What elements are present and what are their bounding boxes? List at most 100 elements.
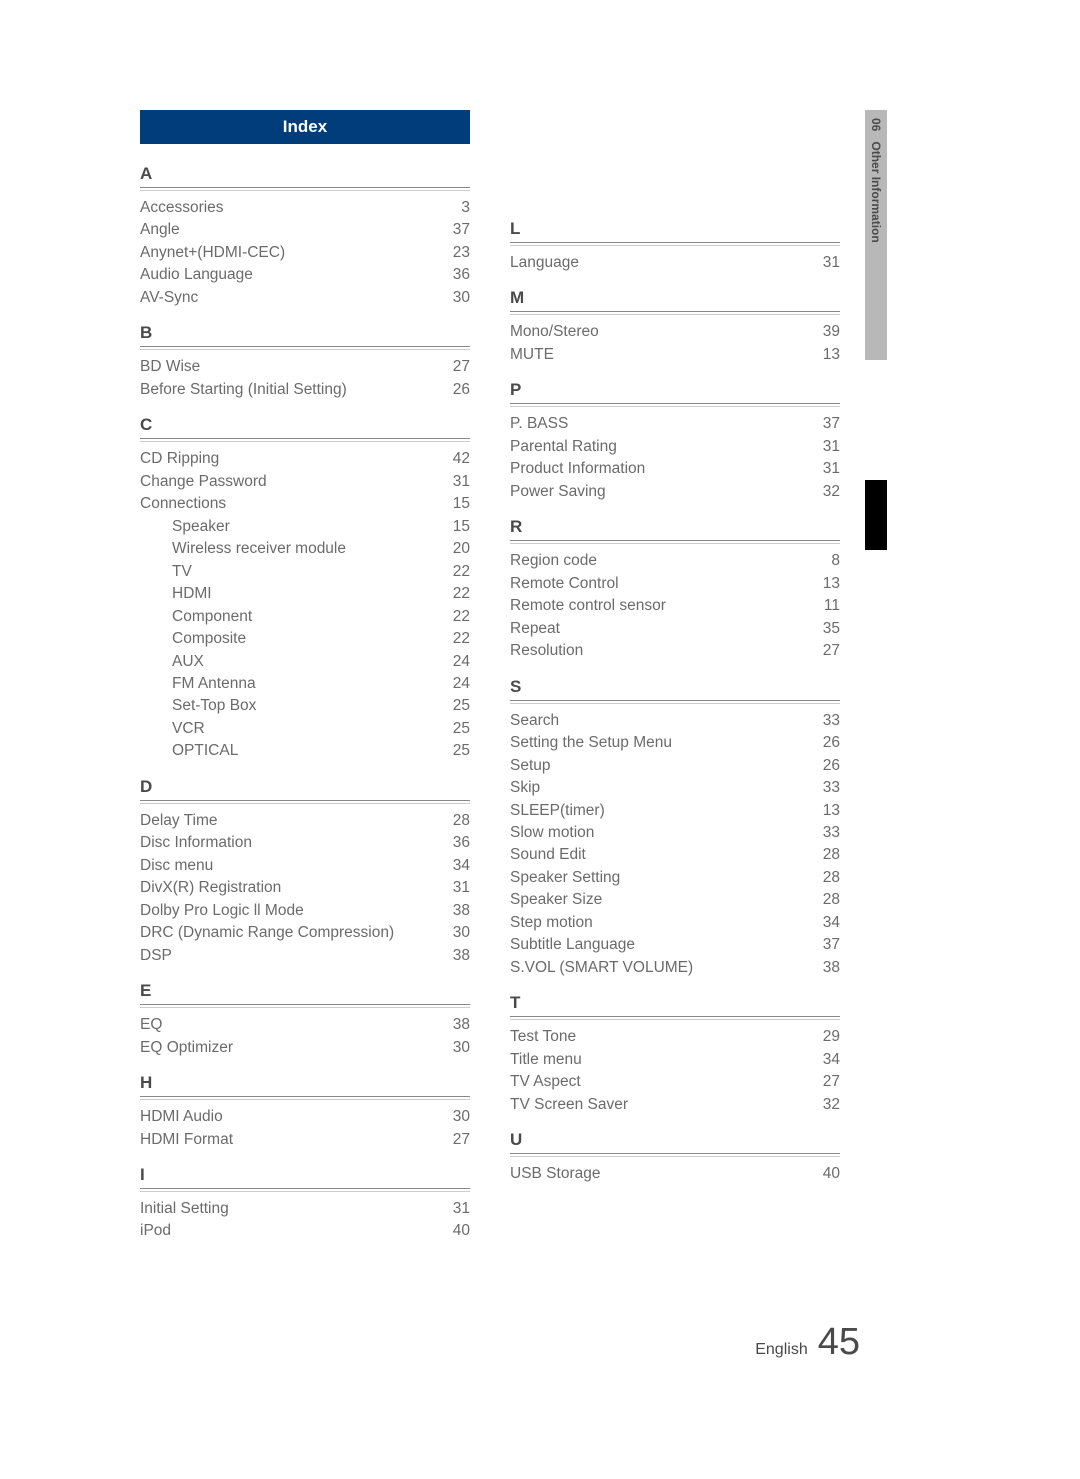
- index-entry: HDMI Format27: [140, 1129, 470, 1151]
- entry-label: Connections: [140, 493, 226, 515]
- section-entries: BD Wise27Before Starting (Initial Settin…: [140, 349, 470, 401]
- section-entries: Delay Time28Disc Information36Disc menu3…: [140, 803, 470, 967]
- entry-page: 35: [823, 618, 840, 640]
- entry-label: Skip: [510, 777, 540, 799]
- section-label: Other Information: [869, 141, 883, 242]
- index-entry: Composite22: [140, 628, 470, 650]
- entry-label: Resolution: [510, 640, 583, 662]
- entry-label: Step motion: [510, 912, 593, 934]
- section-letter: T: [510, 993, 840, 1017]
- entry-page: 31: [453, 1198, 470, 1220]
- section-letter: E: [140, 981, 470, 1005]
- entry-page: 28: [823, 844, 840, 866]
- entry-label: Speaker: [140, 516, 230, 538]
- side-tab: 06 Other Information: [865, 110, 887, 360]
- entry-page: 26: [453, 379, 470, 401]
- section-entries: Initial Setting31iPod40: [140, 1191, 470, 1243]
- section-letter: P: [510, 380, 840, 404]
- entry-label: Test Tone: [510, 1026, 576, 1048]
- entry-page: 32: [823, 481, 840, 503]
- index-entry: Repeat 35: [510, 618, 840, 640]
- entry-label: S.VOL (SMART VOLUME): [510, 957, 693, 979]
- index-entry: Dolby Pro Logic ll Mode38: [140, 900, 470, 922]
- section-number: 06: [869, 118, 883, 131]
- entry-page: 37: [453, 219, 470, 241]
- entry-label: P. BASS: [510, 413, 568, 435]
- entry-label: Audio Language: [140, 264, 253, 286]
- entry-label: Language: [510, 252, 579, 274]
- entry-label: Remote Control: [510, 573, 619, 595]
- index-entry: Setup26: [510, 755, 840, 777]
- entry-label: MUTE: [510, 344, 554, 366]
- entry-label: HDMI Format: [140, 1129, 233, 1151]
- entry-page: 15: [453, 516, 470, 538]
- index-entry: EQ38: [140, 1014, 470, 1036]
- entry-page: 34: [823, 1049, 840, 1071]
- entry-label: Delay Time: [140, 810, 218, 832]
- section-entries: Region code8Remote Control13Remote contr…: [510, 543, 840, 662]
- index-entry: Set-Top Box25: [140, 695, 470, 717]
- index-entry: Search33: [510, 710, 840, 732]
- index-entry: DSP38: [140, 945, 470, 967]
- entry-label: Mono/Stereo: [510, 321, 599, 343]
- entry-page: 34: [453, 855, 470, 877]
- entry-label: Subtitle Language: [510, 934, 635, 956]
- entry-label: Wireless receiver module: [140, 538, 346, 560]
- index-entry: VCR25: [140, 718, 470, 740]
- entry-page: 36: [453, 264, 470, 286]
- entry-page: 36: [453, 832, 470, 854]
- entry-page: 37: [823, 934, 840, 956]
- entry-page: 13: [823, 344, 840, 366]
- entry-label: TV: [140, 561, 192, 583]
- index-entry: EQ Optimizer30: [140, 1037, 470, 1059]
- entry-page: 13: [823, 800, 840, 822]
- entry-page: 22: [453, 583, 470, 605]
- index-entry: Speaker 15: [140, 516, 470, 538]
- entry-page: 25: [453, 718, 470, 740]
- entry-label: iPod: [140, 1220, 171, 1242]
- entry-label: Power Saving: [510, 481, 606, 503]
- section-letter: A: [140, 164, 470, 188]
- entry-page: 30: [453, 1106, 470, 1128]
- entry-page: 32: [823, 1094, 840, 1116]
- entry-label: Anynet+(HDMI-CEC): [140, 242, 285, 264]
- entry-label: Accessories: [140, 197, 224, 219]
- section-letter: L: [510, 219, 840, 243]
- entry-label: Repeat: [510, 618, 560, 640]
- index-entry: FM Antenna24: [140, 673, 470, 695]
- entry-page: 39: [823, 321, 840, 343]
- black-tab: [865, 480, 887, 550]
- entry-page: 38: [823, 957, 840, 979]
- entry-page: 30: [453, 287, 470, 309]
- entry-page: 31: [453, 877, 470, 899]
- index-right-column: LLanguage31MMono/Stereo39MUTE13PP. BASS3…: [510, 164, 840, 1243]
- section-letter: D: [140, 777, 470, 801]
- index-entry: USB Storage40: [510, 1163, 840, 1185]
- index-entry: OPTICAL25: [140, 740, 470, 762]
- entry-label: DSP: [140, 945, 172, 967]
- entry-label: Slow motion: [510, 822, 594, 844]
- entry-page: 22: [453, 561, 470, 583]
- index-entry: TV Aspect27: [510, 1071, 840, 1093]
- entry-label: Change Password: [140, 471, 267, 493]
- entry-label: Search: [510, 710, 559, 732]
- entry-label: SLEEP(timer): [510, 800, 605, 822]
- entry-page: 40: [823, 1163, 840, 1185]
- section-entries: Accessories3Angle37Anynet+(HDMI-CEC)23Au…: [140, 190, 470, 309]
- index-entry: Language31: [510, 252, 840, 274]
- entry-page: 28: [823, 889, 840, 911]
- index-entry: TV 22: [140, 561, 470, 583]
- entry-page: 23: [453, 242, 470, 264]
- index-entry: P. BASS37: [510, 413, 840, 435]
- entry-label: Title menu: [510, 1049, 582, 1071]
- entry-page: 40: [453, 1220, 470, 1242]
- index-entry: TV Screen Saver32: [510, 1094, 840, 1116]
- section-entries: USB Storage40: [510, 1156, 840, 1185]
- index-columns: AAccessories3Angle37Anynet+(HDMI-CEC)23A…: [140, 164, 840, 1243]
- entry-page: 38: [453, 1014, 470, 1036]
- entry-page: 30: [453, 922, 470, 944]
- entry-label: Disc menu: [140, 855, 213, 877]
- entry-page: 15: [453, 493, 470, 515]
- index-title: Index: [283, 117, 327, 136]
- index-entry: Speaker Size28: [510, 889, 840, 911]
